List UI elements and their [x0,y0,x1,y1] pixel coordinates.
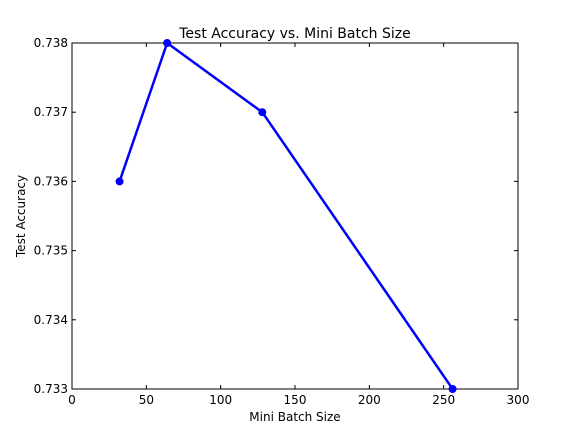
plot-area: 0 50 100 150 200 250 300 0.733 0.734 0.735 0.736 0.… [34,36,530,407]
y-tick-label: 0.735 [34,244,68,258]
y-tick-label: 0.733 [34,382,68,396]
y-tick-label: 0.736 [34,174,68,188]
x-tick-label: 50 [139,393,154,407]
y-tick-label: 0.737 [34,105,68,119]
x-tick-label: 200 [358,393,381,407]
x-tick-label: 100 [209,393,232,407]
data-point [163,39,172,47]
x-tick-label: 250 [432,393,455,407]
series-line [118,40,454,390]
x-tick-label: 0 [68,393,76,407]
y-axis-label: Test Accuracy [14,175,28,258]
y-tick-label: 0.734 [34,313,68,327]
x-axis-label: Mini Batch Size [249,410,340,424]
x-tick-label: 150 [284,393,307,407]
data-point [115,177,124,186]
x-tick-label: 300 [507,393,530,407]
y-tick-label: 0.738 [34,36,68,50]
data-point [448,385,457,393]
chart-title: Test Accuracy vs. Mini Batch Size [178,26,410,42]
data-point [258,108,267,117]
